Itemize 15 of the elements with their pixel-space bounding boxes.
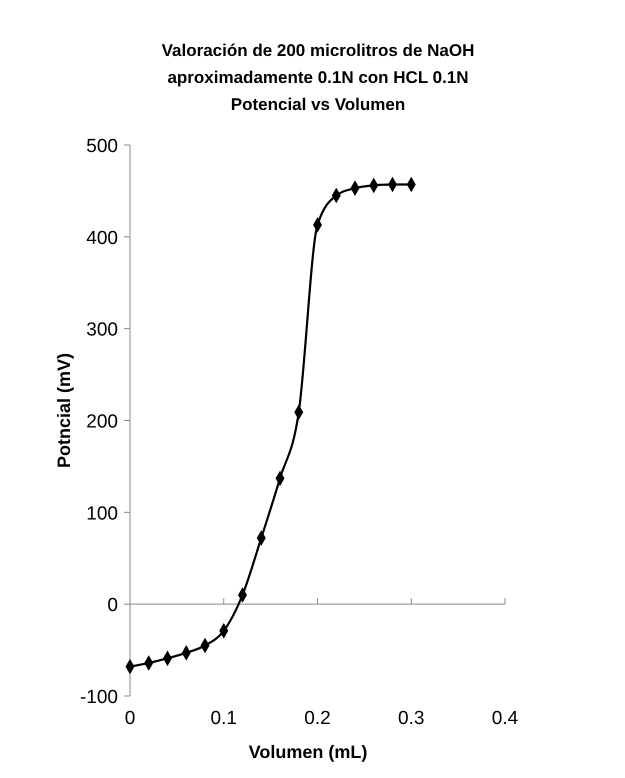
y-tick-label: 300 <box>86 320 118 341</box>
x-tick-label: 0 <box>124 708 136 729</box>
x-tick-label: 0.2 <box>304 708 331 729</box>
y-tick-label: 400 <box>86 228 118 249</box>
x-axis-title: Volumen (mL) <box>248 742 368 762</box>
y-tick-label: 0 <box>107 595 118 616</box>
y-tick-label: 100 <box>86 503 118 524</box>
y-tick-label: -100 <box>80 687 118 708</box>
y-tick-label: 200 <box>86 412 118 432</box>
x-tick-label: 0.1 <box>210 708 237 729</box>
chart-title: Valoración de 200 microlitros de NaOH aproximadamente 0.1N con HCL 0.1N Potencial vs Volumen <box>162 41 474 114</box>
y-axis-title: Potncial (mV) <box>54 352 74 468</box>
y-tick-label: 500 <box>86 136 118 157</box>
x-tick-label: 0.4 <box>492 708 519 729</box>
x-tick-label: 0.3 <box>398 708 424 729</box>
